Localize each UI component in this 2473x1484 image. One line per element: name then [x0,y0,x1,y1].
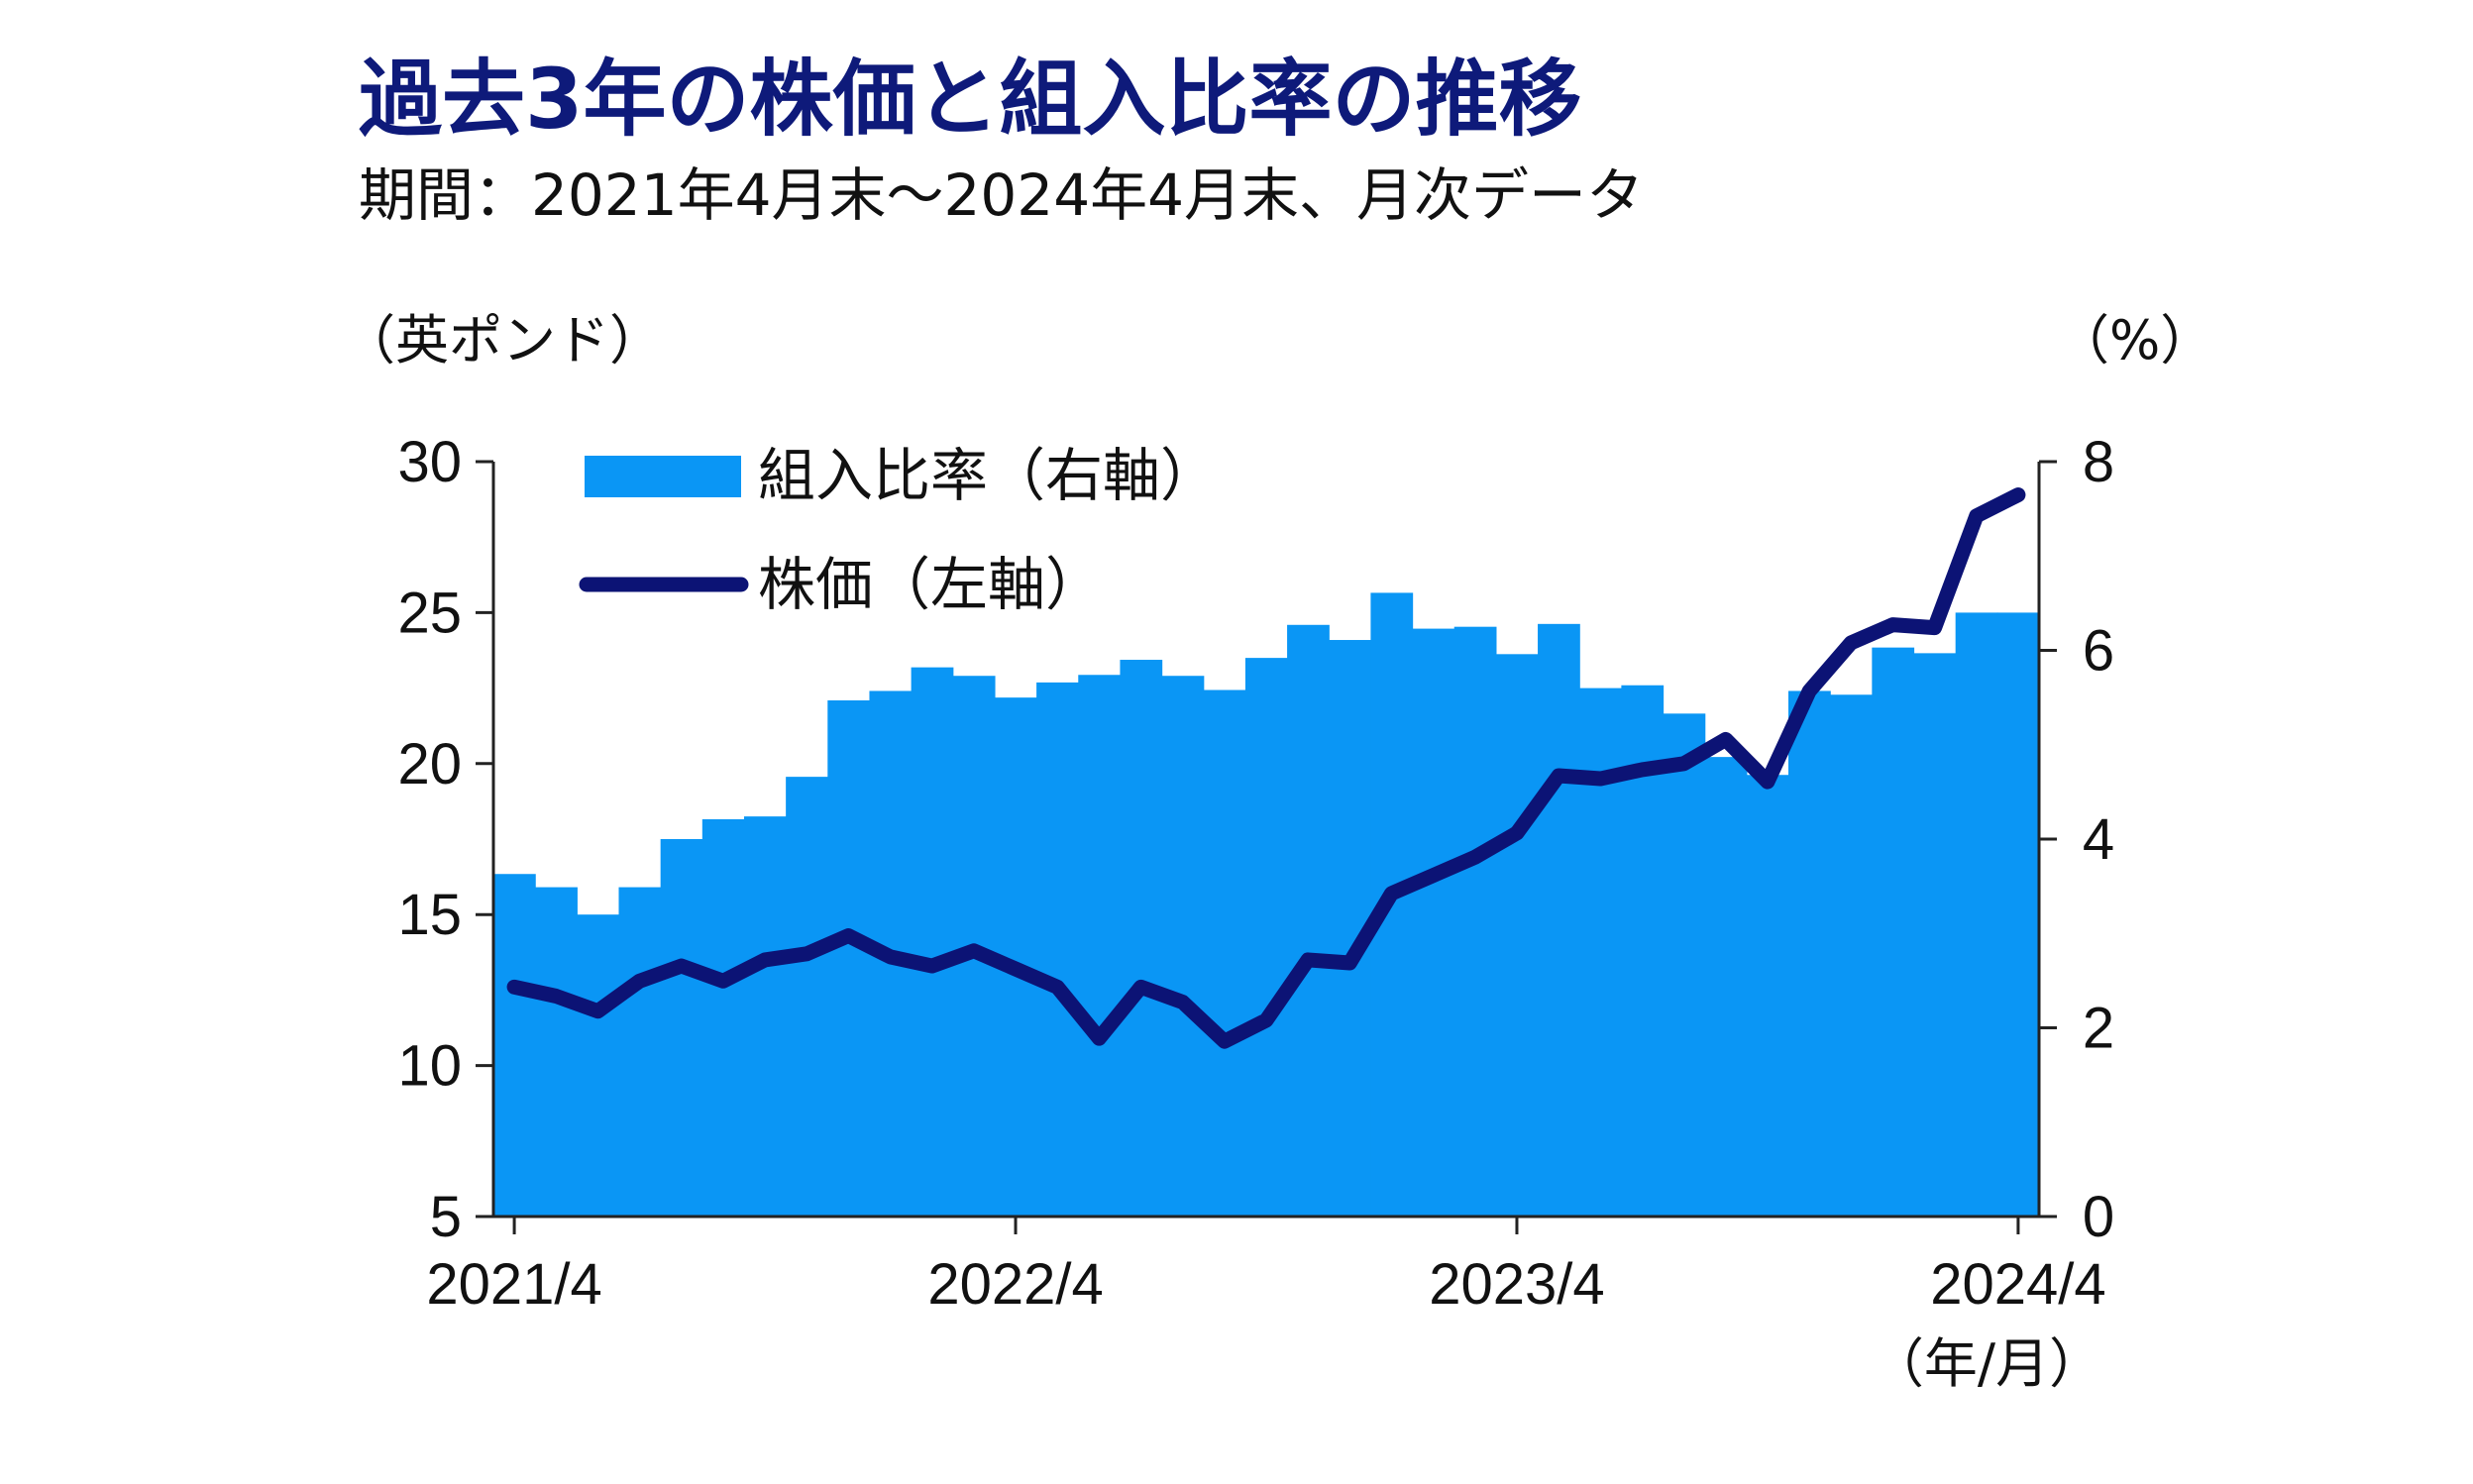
x-tick-label: 2022/4 [927,1252,1103,1317]
bar [701,819,745,1217]
left-tick-label: 10 [397,1034,462,1099]
right-tick-label: 8 [2083,430,2114,494]
left-tick-label: 20 [397,732,462,796]
legend-line-label: 株価（左軸） [758,551,1103,618]
bar [1788,690,1831,1217]
bar [1955,612,1998,1217]
legend-bar-swatch [585,456,741,497]
bar [1287,624,1330,1217]
left-tick-label: 15 [397,883,462,947]
bar [1913,653,1957,1217]
left-tick-label: 5 [430,1185,462,1249]
bar [1495,654,1539,1217]
bar [577,914,620,1217]
page-title: 過去3年の株価と組入比率の推移 [359,51,1582,148]
bar [660,839,703,1217]
bar [1412,628,1455,1217]
left-tick-label: 25 [397,581,462,645]
x-tick-label: 2023/4 [1429,1252,1604,1317]
bar [535,887,578,1217]
bar [1078,675,1122,1217]
bar [1746,775,1789,1217]
bar [618,887,662,1217]
bar [493,874,536,1217]
legend-bar-label: 組入比率（右軸） [758,442,1218,509]
bar [1120,660,1163,1217]
page-subtitle: 期間：2021年4月末～2024年4月末、月次データ [359,161,1645,229]
right-tick-label: 4 [2083,807,2114,872]
bar [1244,658,1288,1217]
bar [786,777,828,1217]
x-axis-unit: （年/月） [1871,1332,2102,1395]
right-tick-label: 0 [2083,1185,2114,1249]
bar [827,699,871,1217]
bar [1161,676,1205,1217]
bar-series [493,592,2040,1218]
bar [1538,623,1580,1217]
x-tick-label: 2021/4 [426,1252,601,1317]
bar [1036,682,1079,1217]
bar [1704,757,1748,1217]
x-tick-label: 2024/4 [1930,1252,2105,1317]
axes [476,460,2057,1234]
bar [743,816,787,1217]
bar [1663,713,1706,1217]
bar [1579,688,1622,1217]
right-axis-unit: （%） [2056,309,2213,371]
right-tick-label: 2 [2083,997,2114,1061]
bar [1996,612,2040,1217]
bar [1872,647,1915,1217]
right-tick-label: 6 [2083,619,2114,684]
left-axis-unit: （英ポンド） [342,309,663,371]
bar [1203,689,1246,1217]
bar [1830,694,1873,1217]
bar [1453,626,1497,1217]
price-line [506,487,2026,1049]
bar [911,667,954,1217]
legend: 組入比率（右軸） 株価（左軸） [579,442,1218,618]
left-tick-label: 30 [397,430,462,494]
